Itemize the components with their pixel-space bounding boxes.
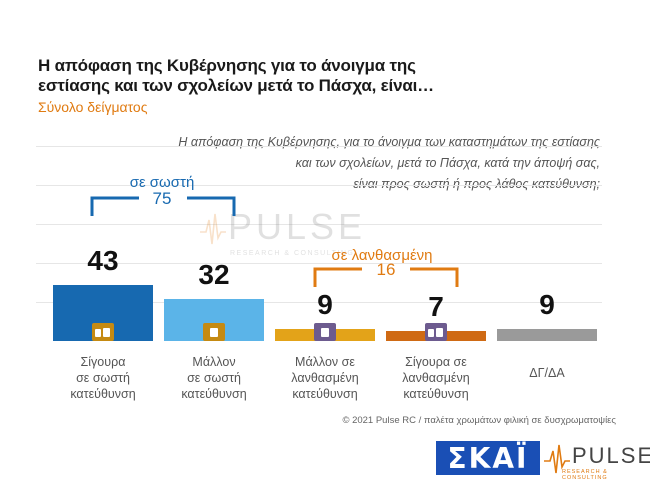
footer-credit: © 2021 Pulse RC / παλέτα χρωμάτων φιλική… (342, 415, 616, 426)
correct-group-total: 75 (152, 189, 172, 208)
pulse-wave-icon (200, 213, 226, 245)
bar (497, 329, 597, 341)
skai-logo-text: ΣΚΑΪ (447, 441, 529, 475)
gridline (36, 302, 602, 303)
survey-question: Η απόφαση της Κυβέρνησης, για το άνοιγμα… (130, 132, 600, 195)
category-label: Μάλλον σε λανθασμένη κατεύθυνση (291, 355, 359, 401)
correct-group-bracket (90, 196, 236, 216)
gridline (36, 224, 602, 225)
gridline (36, 146, 602, 147)
category-label: Σίγουρα σε λανθασμένη κατεύθυνση (402, 355, 470, 401)
bar-value-label: 7 (428, 291, 444, 322)
chart-subtitle: Σύνολο δείγματος (38, 99, 148, 115)
question-line: και των σχολείων, μετά το Πάσχα, κατά τη… (295, 156, 600, 170)
double-thumbs-up-icon (92, 323, 114, 341)
pulse-logo-subtext: RESEARCH & CONSULTING (562, 469, 608, 481)
pulse-wave-icon (544, 444, 570, 474)
double-thumbs-down-icon (425, 323, 447, 341)
gridline (36, 263, 602, 264)
category-label: Σίγουρα σε σωστή κατεύθυνση (70, 355, 136, 401)
bar-value-label: 9 (317, 289, 333, 320)
bar-value-label: 32 (198, 259, 230, 290)
thumbs-up-icon (203, 323, 225, 341)
bar-value-label: 9 (539, 289, 555, 320)
correct-group-label: σε σωστή (129, 174, 195, 191)
bar-value-label: 43 (87, 245, 119, 276)
wrong-group-total: 16 (376, 260, 396, 279)
watermark-subtext: RESEARCH & CONSULTING (230, 250, 355, 257)
skai-logo: ΣΚΑΪ (436, 441, 540, 475)
thumbs-down-icon (314, 323, 336, 341)
pulse-logo: PULSE RESEARCH & CONSULTING (544, 441, 650, 481)
pulse-logo-text: PULSE (572, 443, 650, 468)
question-line: Η απόφαση της Κυβέρνησης, για το άνοιγμα… (178, 135, 600, 149)
category-label: Μάλλον σε σωστή κατεύθυνση (181, 355, 247, 401)
gridline (36, 185, 602, 186)
pulse-watermark: PULSE RESEARCH & CONSULTING (200, 206, 362, 268)
chart-title: Η απόφαση της Κυβέρνησης για το άνοιγμα … (38, 56, 434, 95)
question-line: είναι προς σωστή ή προς λάθος κατεύθυνση… (353, 177, 600, 191)
wrong-group-label: σε λανθασμένη (331, 247, 433, 264)
category-label: ΔΓ/ΔΑ (529, 366, 565, 380)
watermark-text: PULSE (228, 206, 367, 247)
wrong-group-bracket (313, 267, 459, 287)
